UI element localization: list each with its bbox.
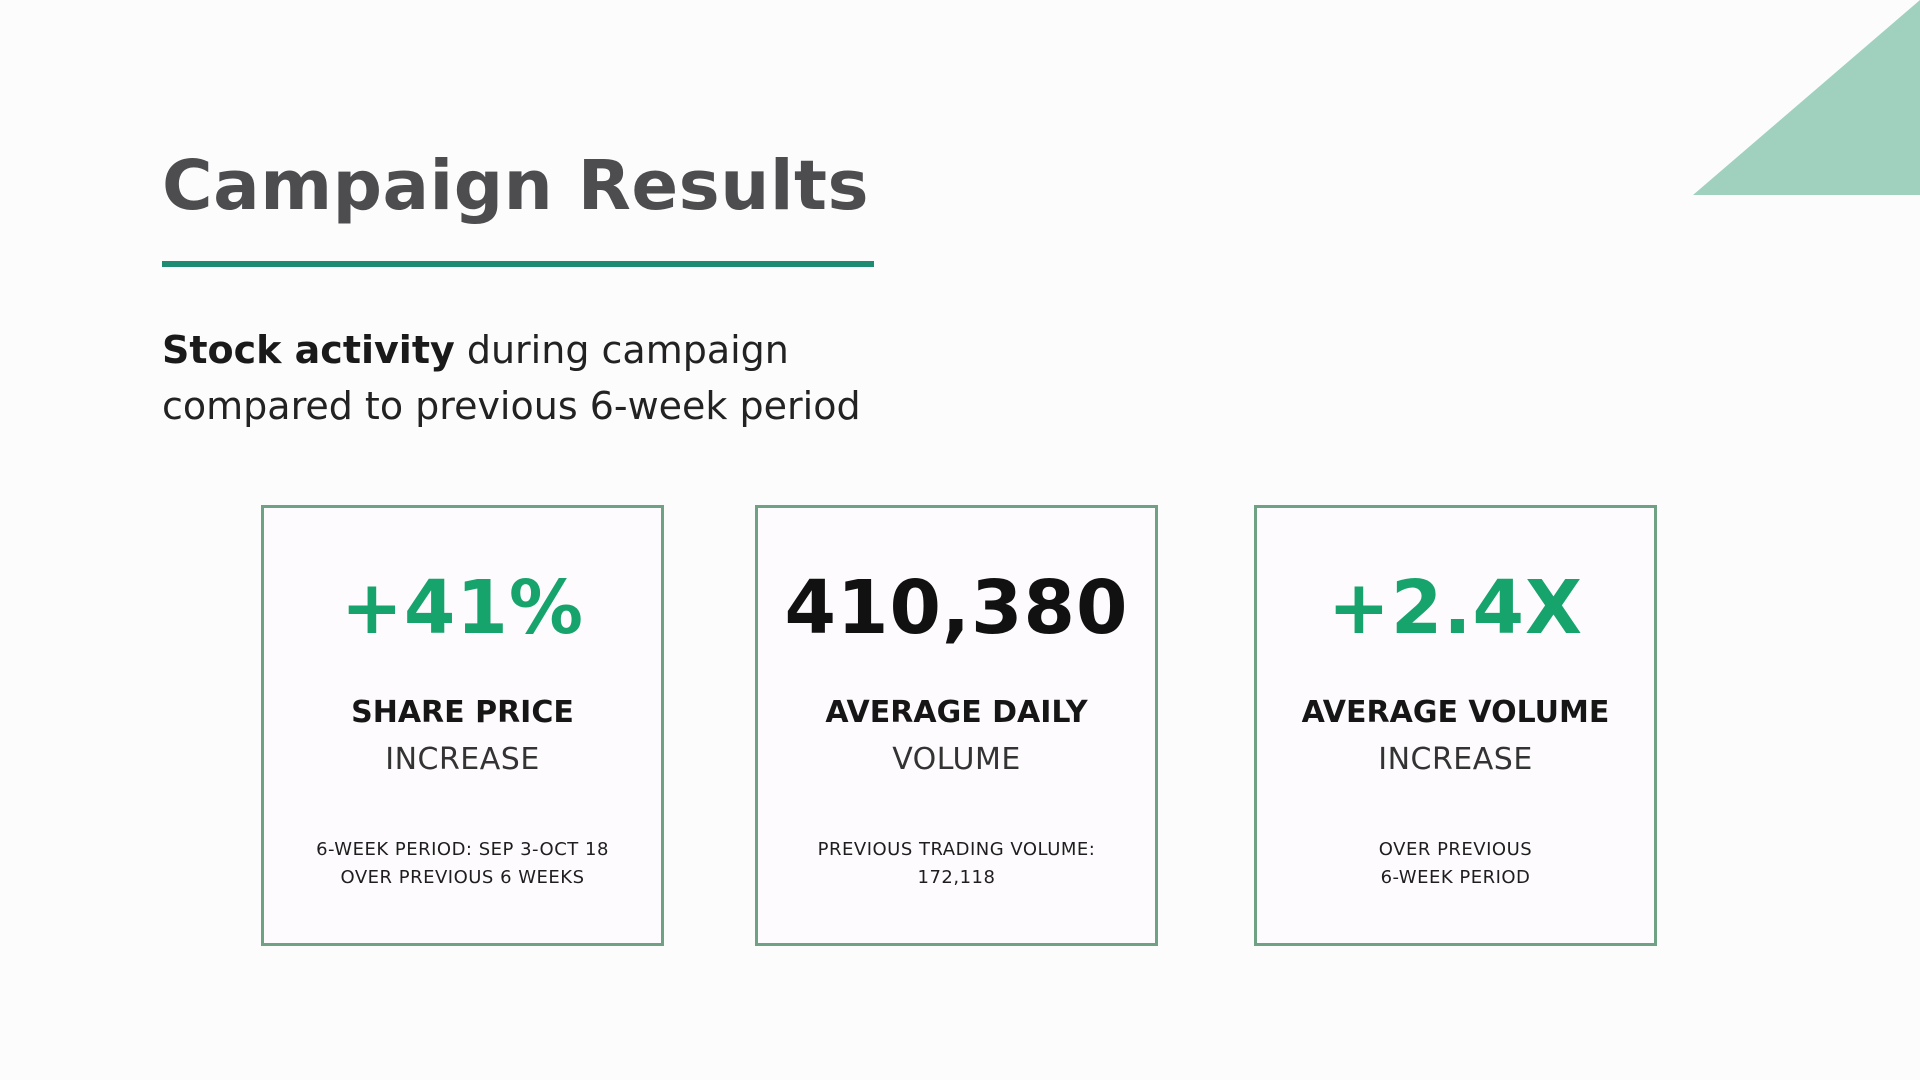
stat-card-average-daily-volume: 410,380 AVERAGE DAILY VOLUME PREVIOUS TR… [755, 505, 1158, 946]
stat-metric: 410,380 [784, 565, 1129, 651]
stat-note-line2: OVER PREVIOUS 6 WEEKS [340, 867, 585, 888]
stat-note-line1: PREVIOUS TRADING VOLUME: [817, 839, 1096, 860]
subtitle-rest: during campaign [454, 328, 789, 372]
stat-note: OVER PREVIOUS 6-WEEK PERIOD [1257, 836, 1654, 892]
stat-note: 6-WEEK PERIOD: SEP 3-OCT 18 OVER PREVIOU… [264, 836, 661, 892]
stat-card-share-price: +41% SHARE PRICE INCREASE 6-WEEK PERIOD:… [261, 505, 664, 946]
stat-note-line1: OVER PREVIOUS [1378, 839, 1533, 860]
stat-metric: +41% [340, 565, 585, 651]
stat-card-average-volume-increase: +2.4X AVERAGE VOLUME INCREASE OVER PREVI… [1254, 505, 1657, 946]
stat-label-light: INCREASE [385, 742, 540, 777]
subtitle-bold: Stock activity [162, 328, 455, 372]
stat-note-line2: 6-WEEK PERIOD [1380, 867, 1531, 888]
stat-label-light: VOLUME [892, 742, 1021, 777]
subtitle-line2: compared to previous 6-week period [162, 384, 861, 428]
stat-metric: +2.4X [1327, 565, 1584, 651]
stat-note-line2: 172,118 [917, 867, 996, 888]
decorative-corner-triangle [1693, 0, 1920, 195]
stat-label-bold: SHARE PRICE [351, 695, 574, 730]
stat-label-bold: AVERAGE DAILY [825, 695, 1088, 730]
stat-note-line1: 6-WEEK PERIOD: SEP 3-OCT 18 [316, 839, 609, 860]
stat-note: PREVIOUS TRADING VOLUME: 172,118 [758, 836, 1155, 892]
stat-label-light: INCREASE [1378, 742, 1533, 777]
stat-label-bold: AVERAGE VOLUME [1301, 695, 1610, 730]
subtitle: Stock activity during campaign compared … [162, 322, 982, 434]
title-underline [162, 261, 874, 267]
page-title: Campaign Results [162, 146, 870, 226]
